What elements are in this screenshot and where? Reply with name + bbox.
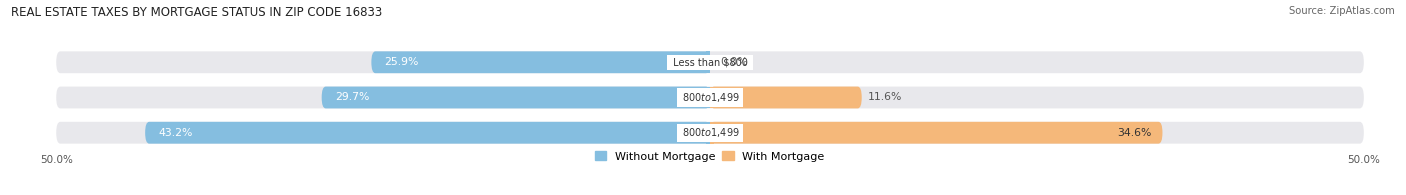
Text: 29.7%: 29.7%	[335, 92, 370, 103]
Bar	[710, 87, 714, 108]
FancyBboxPatch shape	[710, 87, 862, 108]
Legend: Without Mortgage, With Mortgage: Without Mortgage, With Mortgage	[591, 147, 830, 166]
Text: 25.9%: 25.9%	[384, 57, 419, 67]
Bar	[706, 87, 710, 108]
Text: REAL ESTATE TAXES BY MORTGAGE STATUS IN ZIP CODE 16833: REAL ESTATE TAXES BY MORTGAGE STATUS IN …	[11, 6, 382, 19]
Text: 34.6%: 34.6%	[1118, 128, 1152, 138]
Text: $800 to $1,499: $800 to $1,499	[679, 126, 741, 139]
Text: 43.2%: 43.2%	[159, 128, 193, 138]
Text: Source: ZipAtlas.com: Source: ZipAtlas.com	[1289, 6, 1395, 16]
Text: 0.0%: 0.0%	[720, 57, 748, 67]
Text: 11.6%: 11.6%	[869, 92, 903, 103]
FancyBboxPatch shape	[56, 51, 1364, 73]
FancyBboxPatch shape	[322, 87, 710, 108]
FancyBboxPatch shape	[56, 122, 1364, 144]
Bar	[710, 122, 714, 144]
Text: Less than $800: Less than $800	[669, 57, 751, 67]
Bar	[706, 122, 710, 144]
Bar	[706, 51, 710, 73]
FancyBboxPatch shape	[710, 122, 1163, 144]
FancyBboxPatch shape	[371, 51, 710, 73]
FancyBboxPatch shape	[145, 122, 710, 144]
FancyBboxPatch shape	[56, 87, 1364, 108]
Text: $800 to $1,499: $800 to $1,499	[679, 91, 741, 104]
